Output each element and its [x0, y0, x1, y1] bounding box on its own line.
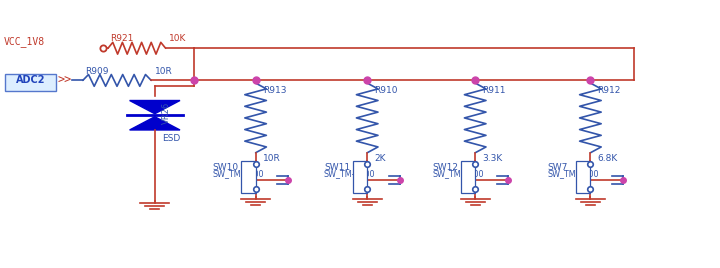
- Text: SW_TM-1100: SW_TM-1100: [432, 169, 484, 178]
- Bar: [353, 161, 367, 193]
- Text: 2K: 2K: [374, 154, 386, 163]
- Text: 6.8K: 6.8K: [598, 154, 618, 163]
- Text: >>: >>: [58, 74, 72, 87]
- Text: SW11: SW11: [324, 163, 350, 172]
- Text: SW_TM-1100: SW_TM-1100: [547, 169, 599, 178]
- Bar: [241, 161, 256, 193]
- Bar: [576, 161, 590, 193]
- Text: VR26: VR26: [162, 101, 171, 124]
- Text: ADC2: ADC2: [17, 75, 45, 85]
- Text: VCC_1V8: VCC_1V8: [4, 36, 45, 47]
- Text: R912: R912: [598, 86, 621, 95]
- Polygon shape: [130, 100, 180, 114]
- Text: 10K: 10K: [169, 34, 186, 43]
- Polygon shape: [130, 117, 180, 130]
- Text: R913: R913: [263, 86, 287, 95]
- Text: SW12: SW12: [432, 163, 458, 172]
- Text: R911: R911: [482, 86, 506, 95]
- Text: R910: R910: [374, 86, 398, 95]
- Text: SW_TM-1100: SW_TM-1100: [324, 169, 376, 178]
- Bar: [461, 161, 475, 193]
- Text: R921: R921: [110, 34, 133, 43]
- Text: 10R: 10R: [155, 66, 173, 76]
- Text: 3.3K: 3.3K: [482, 154, 503, 163]
- Text: ESD: ESD: [162, 134, 180, 143]
- FancyBboxPatch shape: [5, 74, 56, 91]
- Text: R909: R909: [85, 66, 109, 76]
- Text: SW_TM-1100: SW_TM-1100: [212, 169, 264, 178]
- Text: 10R: 10R: [263, 154, 281, 163]
- Text: SW10: SW10: [212, 163, 238, 172]
- Text: SW7: SW7: [547, 163, 567, 172]
